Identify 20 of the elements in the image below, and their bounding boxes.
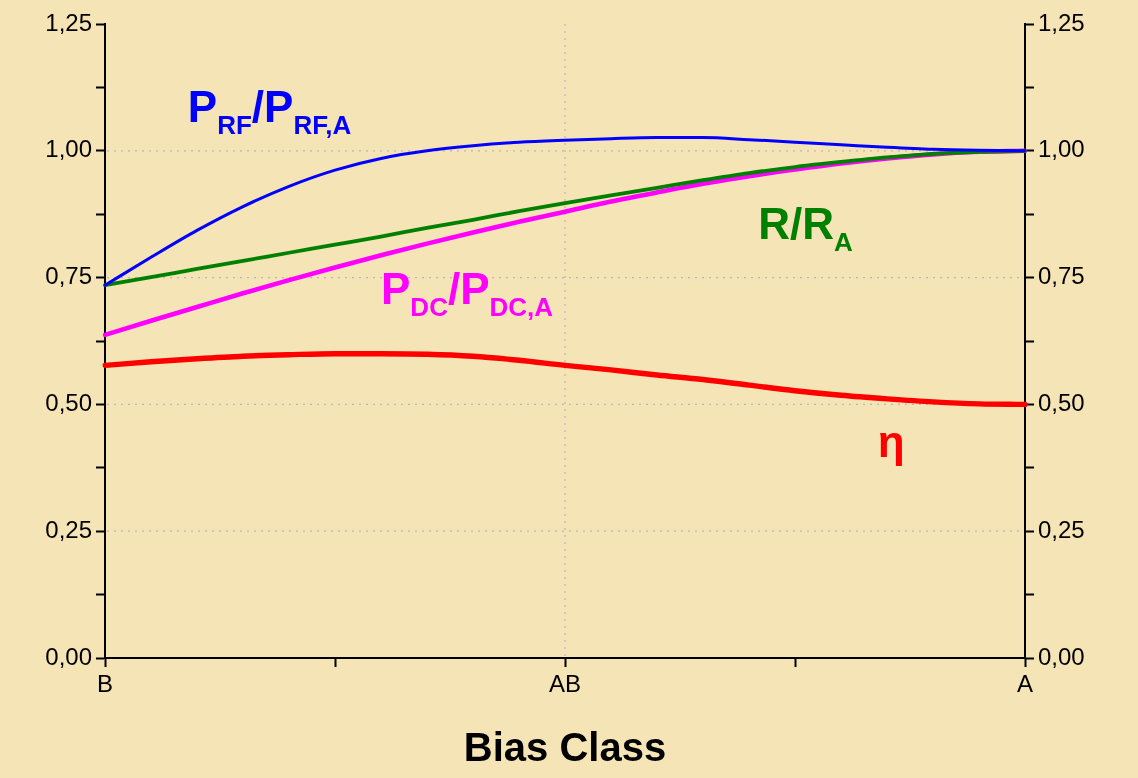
y-tick-label: 1,00 bbox=[45, 135, 92, 163]
y2-tick-label: 0,75 bbox=[1038, 262, 1085, 290]
y-tick-label: 0,50 bbox=[45, 389, 92, 417]
x-tick-label: AB bbox=[548, 670, 582, 698]
y-tick-label: 0,75 bbox=[45, 262, 92, 290]
series-label: P$_{DC}$/P$_{DC,A}$ bbox=[381, 264, 554, 323]
x-axis-title: Bias Class bbox=[463, 725, 667, 770]
series-label: R/R$_{A}$ bbox=[758, 198, 853, 257]
y2-tick-label: 0,00 bbox=[1038, 642, 1085, 670]
series-label: P$_{RF}$/P$_{RF,A}$ bbox=[187, 81, 352, 140]
y2-tick-label: 0,50 bbox=[1038, 389, 1085, 417]
y2-tick-label: 1,25 bbox=[1038, 8, 1085, 36]
y2-tick-label: 0,25 bbox=[1038, 515, 1085, 543]
x-tick-label: A bbox=[1016, 670, 1034, 698]
y-tick-label: 0,00 bbox=[45, 642, 92, 670]
y2-tick-label: 1,00 bbox=[1038, 135, 1085, 163]
series-label: η bbox=[877, 416, 905, 466]
y-tick-label: 0,25 bbox=[45, 515, 92, 543]
x-tick-label: B bbox=[96, 670, 114, 698]
y-tick-label: 1,25 bbox=[45, 8, 92, 36]
